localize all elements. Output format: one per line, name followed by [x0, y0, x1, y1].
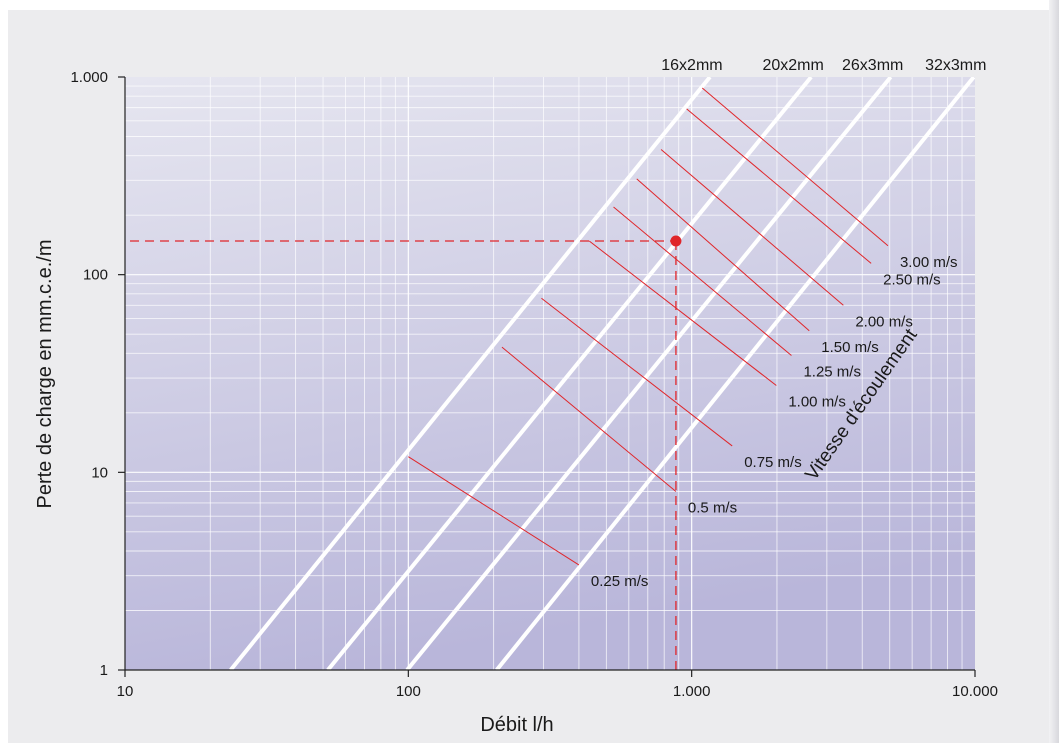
pipe-size-label: 16x2mm	[661, 57, 722, 74]
pipe-line-32x3mm	[495, 77, 975, 670]
velocity-line	[501, 346, 677, 492]
x-tick-label: 100	[396, 683, 421, 700]
velocity-label: 1.50 m/s	[821, 339, 879, 356]
x-axis-title: Débit l/h	[480, 714, 553, 736]
velocity-label: 2.50 m/s	[883, 271, 941, 288]
y-tick-label: 100	[83, 267, 108, 284]
pipe-line-16x2mm	[229, 77, 712, 670]
velocity-label: 0.75 m/s	[744, 454, 802, 471]
pipe-size-label: 32x3mm	[925, 57, 986, 74]
velocity-line	[541, 297, 733, 447]
velocity-label: 2.00 m/s	[855, 313, 913, 330]
velocity-line	[701, 87, 889, 247]
velocity-line	[636, 178, 810, 332]
plot-area	[125, 77, 975, 670]
pipe-size-label: 20x2mm	[762, 57, 823, 74]
velocity-lines	[408, 87, 889, 566]
x-axis-ticks: 10 100 1.000 10.000	[117, 670, 998, 700]
velocity-line	[588, 240, 777, 386]
y-axis-ticks: 1 10 100 1.000	[70, 69, 125, 679]
pipe-size-labels: 16x2mm 20x2mm 26x3mm 32x3mm	[661, 57, 986, 74]
pipe-size-label: 26x3mm	[842, 57, 903, 74]
y-tick-label: 1.000	[70, 69, 108, 86]
y-tick-label: 1	[100, 662, 108, 679]
frame-edge	[1049, 0, 1059, 743]
velocity-label: 0.5 m/s	[688, 499, 737, 516]
velocity-line	[660, 149, 844, 306]
velocity-label: 1.00 m/s	[788, 393, 846, 410]
velocity-line	[408, 456, 580, 566]
velocity-label: 1.25 m/s	[803, 363, 861, 380]
reading-guides	[130, 235, 682, 670]
y-tick-label: 10	[91, 464, 108, 481]
velocity-line	[686, 108, 872, 264]
pipe-size-lines	[229, 77, 975, 670]
operating-point-marker	[670, 235, 682, 247]
x-tick-label: 10	[117, 683, 134, 700]
x-tick-label: 10.000	[952, 683, 998, 700]
velocity-line	[613, 206, 792, 356]
y-axis-title: Perte de charge en mm.c.e./m	[34, 239, 56, 508]
pipe-line-26x3mm	[405, 77, 893, 670]
velocity-labels: 3.00 m/s2.50 m/s 2.00 m/s 1.50 m/s 1.25 m/s…	[591, 254, 958, 590]
velocity-label: 0.25 m/s	[591, 573, 649, 590]
x-tick-label: 1.000	[673, 683, 711, 700]
velocity-label: 3.00 m/s	[900, 254, 958, 271]
pipe-line-20x2mm	[326, 77, 813, 670]
